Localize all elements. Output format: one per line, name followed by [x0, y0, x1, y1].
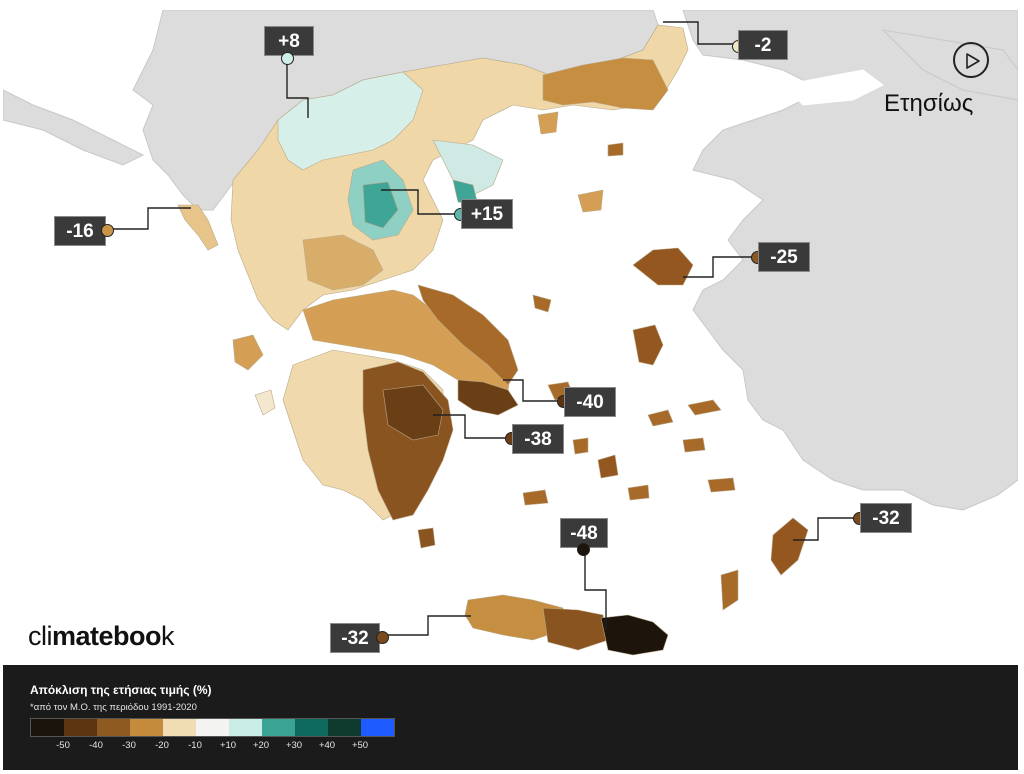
italy-heel	[3, 89, 145, 166]
greece-deviation-map	[3, 10, 1018, 665]
legend-swatch	[64, 719, 97, 736]
legend-panel: Απόκλιση της ετήσιας τιμής (%) *από τον …	[3, 665, 1018, 770]
crete-east	[600, 614, 669, 656]
cyclades-milos	[522, 489, 549, 506]
legend-title: Απόκλιση της ετήσιας τιμής (%)	[30, 683, 212, 697]
callout-dot	[577, 543, 590, 556]
legend-swatch	[328, 719, 361, 736]
leader-north-east	[663, 21, 738, 45]
rhodes	[770, 517, 809, 576]
thessaly-core	[362, 181, 399, 229]
west-macedonia-positive	[277, 71, 424, 171]
legend-tick-label: +10	[219, 740, 237, 751]
legend-swatch	[163, 719, 196, 736]
lemnos	[577, 189, 604, 213]
legend-tick-label: +40	[318, 740, 336, 751]
cyclades-santorini	[627, 484, 650, 501]
dodecanese-small	[682, 437, 706, 453]
marmara-sea	[781, 69, 884, 106]
leader-attica	[503, 379, 563, 402]
attica	[457, 379, 519, 416]
cyclades-paros	[572, 437, 589, 455]
cyclades-naxos	[597, 454, 619, 479]
play-button[interactable]	[953, 42, 989, 78]
evia	[417, 284, 519, 386]
ikaria	[687, 399, 722, 416]
value-box: +15	[461, 199, 513, 229]
east-macedonia-dry	[542, 57, 669, 111]
peloponnese	[282, 349, 454, 521]
callout-dot	[281, 52, 294, 65]
legend-tick-label: -50	[56, 740, 70, 751]
period-title: Ετησίως	[884, 90, 974, 117]
legend-swatch	[31, 719, 64, 736]
kefalonia	[232, 334, 264, 371]
leader-lines	[107, 21, 861, 636]
value-box: +8	[264, 26, 314, 56]
legend-tick-label: -10	[188, 740, 202, 751]
kythira	[417, 527, 436, 549]
pindus-dry	[302, 234, 384, 291]
leader-dodecanese	[793, 517, 861, 541]
callout-dot	[101, 224, 114, 237]
samos	[647, 409, 674, 427]
samothraki	[607, 142, 624, 157]
value-box: -38	[512, 424, 564, 454]
thasos	[537, 111, 559, 135]
value-box: -16	[54, 216, 106, 246]
kos	[707, 477, 736, 493]
legend-tick-label: +30	[285, 740, 303, 751]
climatebook-logo: climatebook	[28, 621, 175, 651]
callout-dot	[376, 631, 389, 644]
leader-lesvos	[683, 256, 758, 278]
legend-swatch	[130, 719, 163, 736]
legend-swatch	[361, 719, 394, 736]
greece-mainland	[230, 24, 689, 416]
argolida	[382, 384, 444, 441]
islands	[177, 111, 809, 656]
zakynthos	[254, 389, 276, 416]
legend-subtitle: *από τον Μ.Ο. της περιόδου 1991-2020	[30, 702, 197, 713]
legend-tick-label: -40	[89, 740, 103, 751]
corfu	[177, 204, 219, 251]
legend-tick-label: -30	[122, 740, 136, 751]
legend-swatch	[97, 719, 130, 736]
value-box: -40	[564, 387, 616, 417]
legend-swatch	[196, 719, 229, 736]
leader-corfu	[107, 207, 191, 230]
leader-thessaly	[381, 189, 459, 215]
value-box: -48	[560, 518, 608, 548]
karpathos	[720, 569, 739, 611]
leader-crete-west	[383, 615, 471, 636]
legend-color-scale	[30, 718, 395, 737]
legend-swatch	[229, 719, 262, 736]
chalkidiki	[432, 139, 504, 196]
leader-argolida	[433, 414, 513, 439]
legend-swatch	[295, 719, 328, 736]
leader-crete-east	[584, 550, 607, 630]
skyros	[532, 294, 552, 313]
legend-tick-label: -20	[155, 740, 169, 751]
chios	[632, 324, 664, 366]
lesvos	[632, 247, 694, 286]
value-box: -2	[738, 30, 788, 60]
value-box: -25	[758, 242, 810, 272]
play-icon	[966, 53, 980, 69]
value-box: -32	[330, 623, 380, 653]
value-box: -32	[860, 503, 912, 533]
legend-swatch	[262, 719, 295, 736]
leader-north-west	[286, 57, 309, 118]
legend-tick-label: +50	[351, 740, 369, 751]
legend-tick-label: +20	[252, 740, 270, 751]
